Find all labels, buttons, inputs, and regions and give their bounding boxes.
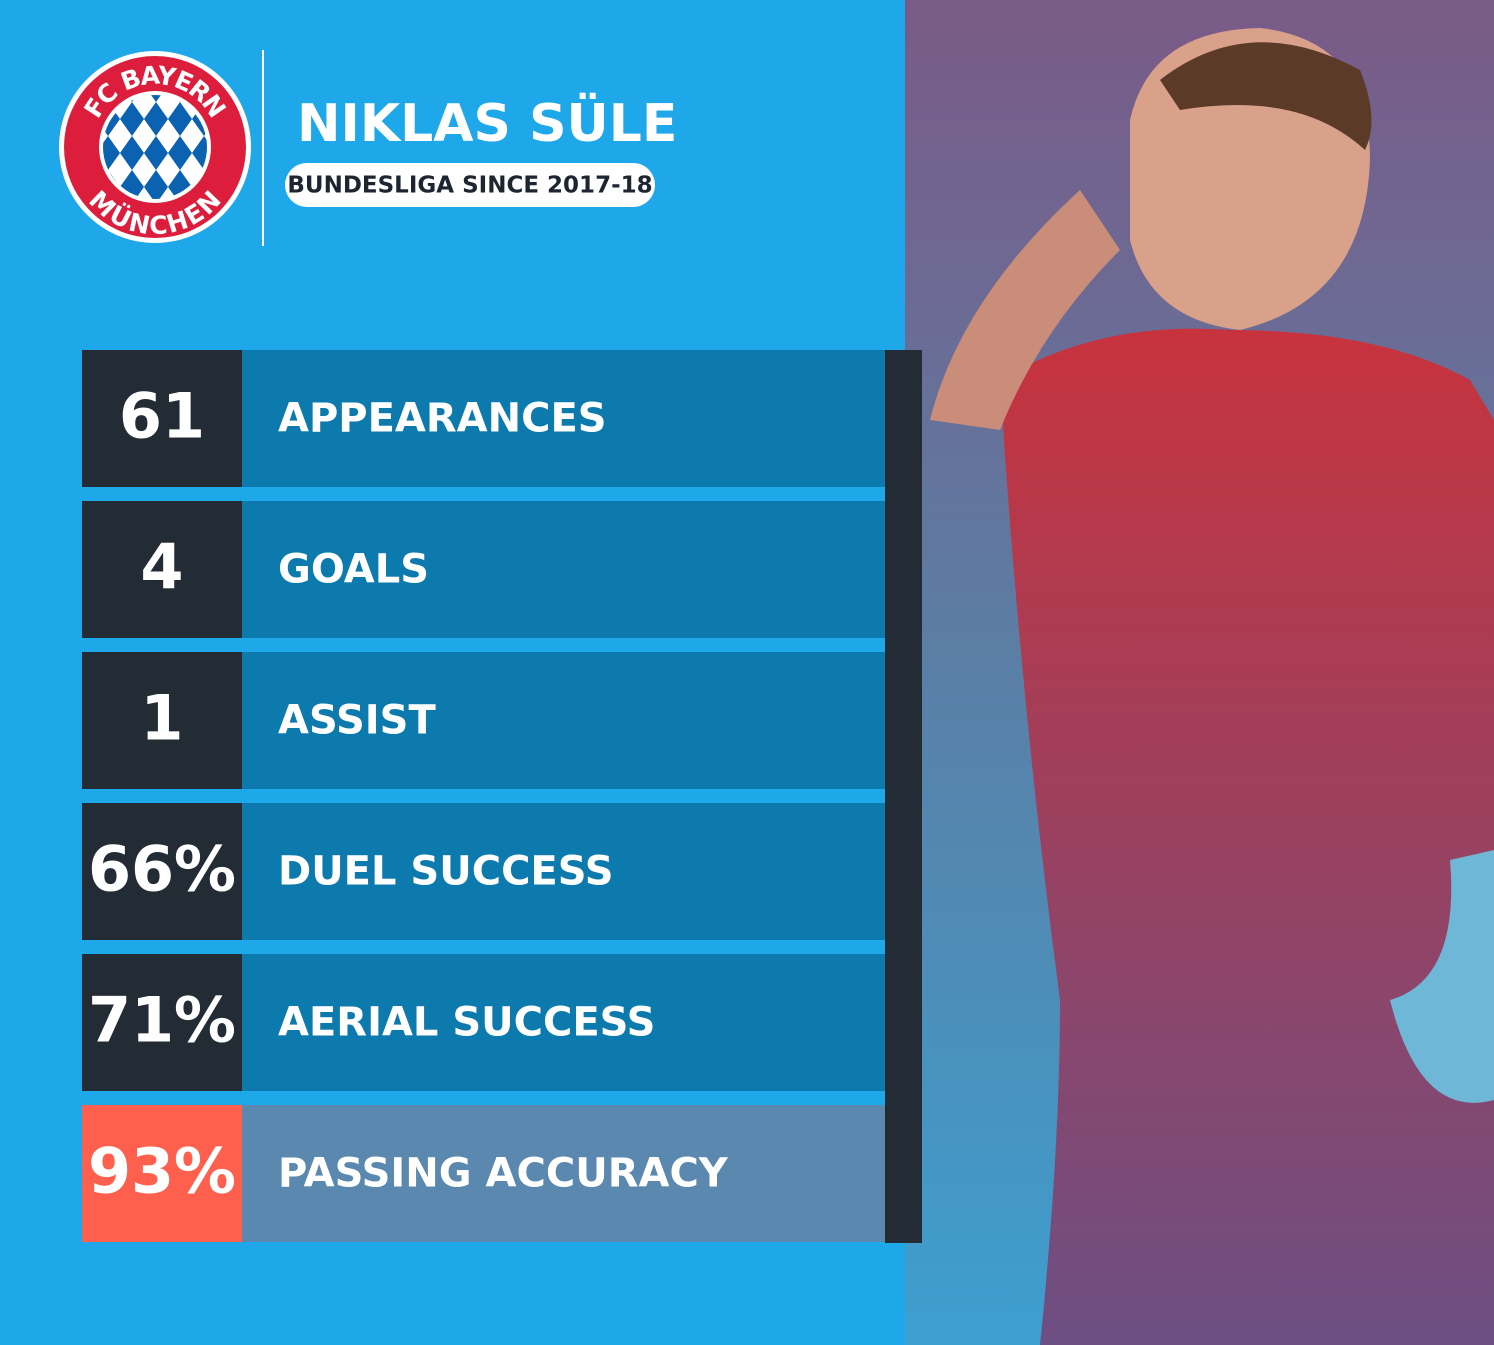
stat-value-box — [82, 501, 242, 638]
stat-value-box — [82, 1105, 242, 1242]
stat-value-box — [82, 954, 242, 1091]
stat-value: 4 — [140, 531, 183, 604]
stat-value: 93% — [88, 1135, 236, 1208]
stat-label: DUEL SUCCESS — [278, 849, 614, 895]
stat-label: ASSIST — [278, 698, 436, 744]
stat-label-box — [242, 501, 885, 638]
stat-value: 71% — [88, 984, 236, 1057]
stat-label: APPEARANCES — [278, 396, 607, 442]
stat-value: 61 — [119, 380, 205, 453]
stat-value-box — [82, 803, 242, 940]
player-photo — [905, 0, 1494, 1345]
club-logo: FC BAYERN MÜNCHEN — [59, 51, 251, 243]
stat-label: AERIAL SUCCESS — [278, 1000, 655, 1046]
stat-label-box — [242, 1105, 885, 1242]
side-bar — [885, 350, 922, 1243]
stat-value: 66% — [88, 833, 236, 906]
stat-value: 1 — [140, 682, 183, 755]
stat-label: GOALS — [278, 547, 429, 593]
stat-label-box — [242, 954, 885, 1091]
stat-value-box — [82, 350, 242, 487]
stat-label-box — [242, 350, 885, 487]
stat-label-box — [242, 803, 885, 940]
subtitle-pill — [285, 163, 655, 207]
stat-rows: 61 APPEARANCES 4 GOALS 1 ASSIST 66% DUEL SUCCES… — [82, 350, 885, 1242]
stat-label-box — [242, 652, 885, 789]
stat-value-box — [82, 652, 242, 789]
subtitle: BUNDESLIGA SINCE 2017-18 — [287, 173, 652, 199]
stat-label: PASSING ACCURACY — [278, 1151, 729, 1197]
player-name: NIKLAS SÜLE — [297, 92, 677, 154]
